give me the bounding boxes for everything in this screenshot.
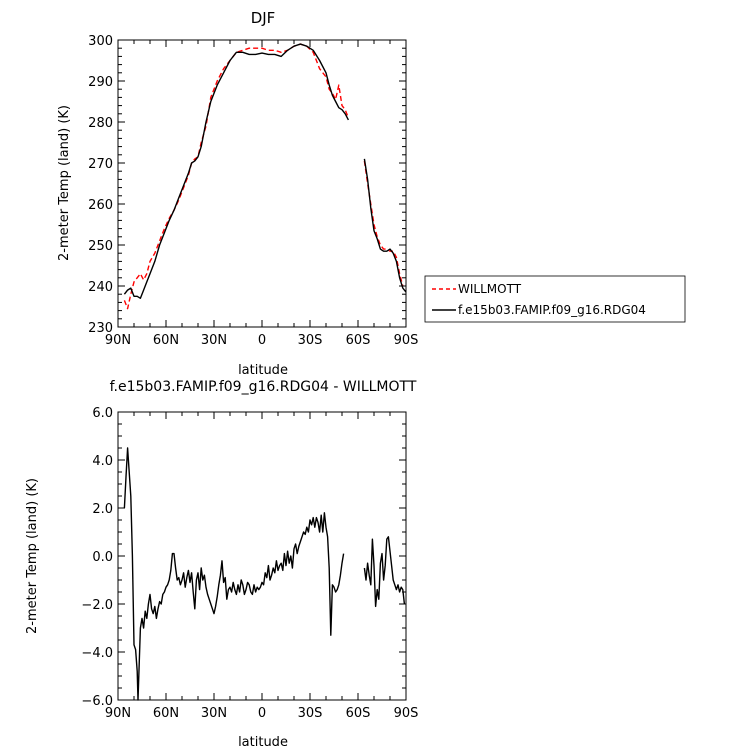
top-series-1-segment-1 <box>363 158 407 293</box>
legend: WILLMOTT f.e15b03.FAMIP.f09_g16.RDG04 <box>424 275 686 323</box>
bottom-y-tick-label: 4.0 <box>92 454 113 469</box>
legend-box <box>424 275 686 323</box>
bottom-axis-ticks: 90N 60N 30N 0 30S 60S 90S −6.0 −4.0 −2.0 0.0 2.0 4.0… <box>81 406 418 721</box>
bottom-x-tick-label: 30S <box>298 706 323 721</box>
bottom-y-tick-label: 6.0 <box>92 406 113 421</box>
bottom-series-0-segment-0 <box>123 447 345 701</box>
top-panel: DJF 90N 60N 30N 0 30S 60S 90S 230 240 250 260 270 28… <box>57 9 418 378</box>
bottom-x-tick-label: 90S <box>394 706 419 721</box>
top-x-tick-label: 0 <box>258 333 266 348</box>
bottom-y-tick-label: −4.0 <box>81 646 113 661</box>
bottom-y-tick-label: 0.0 <box>92 550 113 565</box>
top-x-tick-label: 60N <box>153 333 179 348</box>
bottom-x-tick-label: 30N <box>201 706 227 721</box>
top-y-tick-label: 240 <box>88 280 113 295</box>
bottom-y-tick-label: −6.0 <box>81 694 113 709</box>
top-axis-ticks: 90N 60N 30N 0 30S 60S 90S 230 240 250 260 270 280 290… <box>88 34 418 348</box>
top-x-tick-label: 60S <box>346 333 371 348</box>
top-series-lines <box>123 43 407 310</box>
bottom-x-tick-label: 90N <box>105 706 131 721</box>
top-y-tick-label: 270 <box>88 157 113 172</box>
bottom-plot-frame <box>117 411 407 701</box>
top-series-1-segment-0 <box>123 43 350 299</box>
bottom-x-tick-label: 60S <box>346 706 371 721</box>
top-x-tick-label: 90N <box>105 333 131 348</box>
bottom-x-tick-label: 0 <box>258 706 266 721</box>
legend-label-model: f.e15b03.FAMIP.f09_g16.RDG04 <box>458 303 646 317</box>
legend-label-willmott: WILLMOTT <box>458 282 522 296</box>
bottom-x-tick-label: 60N <box>153 706 179 721</box>
top-x-tick-label: 30N <box>201 333 227 348</box>
top-y-tick-label: 290 <box>88 75 113 90</box>
bottom-series-0-segment-1 <box>363 536 406 608</box>
top-y-tick-label: 250 <box>88 239 113 254</box>
top-y-tick-label: 280 <box>88 116 113 131</box>
top-x-tick-label: 30S <box>298 333 323 348</box>
top-series-0-segment-0 <box>123 43 350 310</box>
bottom-y-axis-label: 2-meter Temp (land) (K) <box>25 478 40 634</box>
bottom-panel: f.e15b03.FAMIP.f09_g16.RDG04 - WILLMOTT … <box>25 379 418 750</box>
bottom-x-axis-label: latitude <box>238 735 288 750</box>
top-y-tick-label: 300 <box>88 34 113 49</box>
top-x-tick-label: 90S <box>394 333 419 348</box>
top-y-axis-label: 2-meter Temp (land) (K) <box>57 105 72 261</box>
bottom-series-lines <box>123 447 406 701</box>
top-y-tick-label: 260 <box>88 198 113 213</box>
bottom-chart-title: f.e15b03.FAMIP.f09_g16.RDG04 - WILLMOTT <box>110 379 417 395</box>
bottom-y-tick-label: 2.0 <box>92 502 113 517</box>
top-x-axis-label: latitude <box>238 363 288 378</box>
top-y-tick-label: 230 <box>88 321 113 336</box>
top-chart-title: DJF <box>251 9 276 27</box>
top-plot-frame <box>117 39 407 328</box>
bottom-y-tick-label: −2.0 <box>81 598 113 613</box>
